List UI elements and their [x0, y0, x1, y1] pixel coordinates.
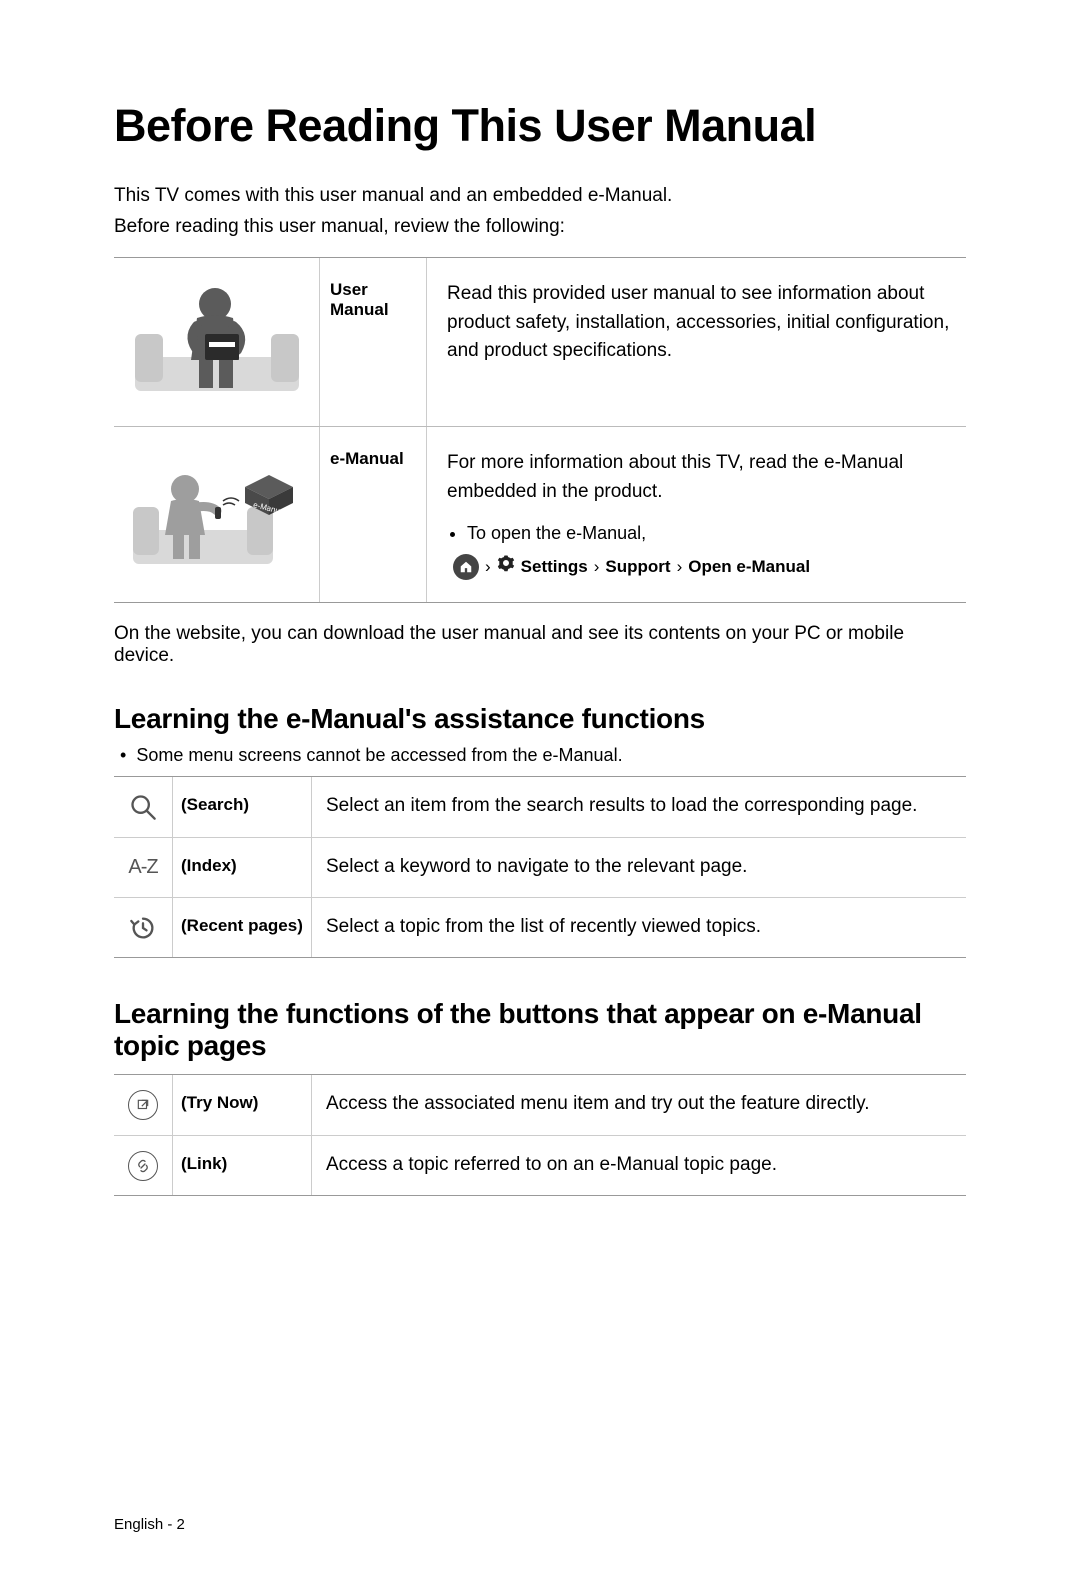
manual-page: Before Reading This User Manual This TV …	[0, 0, 1080, 1593]
topic-buttons-table: (Try Now) Access the associated menu ite…	[114, 1074, 966, 1196]
e-manual-nav-path: › Settings › Support › Open e-Manual	[447, 553, 950, 580]
link-row: (Link) Access a topic referred to on an …	[114, 1135, 966, 1195]
nav-separator: ›	[485, 554, 491, 580]
index-desc: Select a keyword to navigate to the rele…	[312, 838, 966, 897]
assistance-note: Some menu screens cannot be accessed fro…	[114, 745, 966, 766]
trynow-row: (Try Now) Access the associated menu ite…	[114, 1075, 966, 1135]
index-row: A-Z (Index) Select a keyword to navigate…	[114, 837, 966, 897]
e-manual-desc-cell: For more information about this TV, read…	[427, 427, 966, 602]
link-icon	[114, 1136, 172, 1195]
home-icon	[453, 554, 479, 580]
trynow-desc: Access the associated menu item and try …	[312, 1075, 966, 1135]
search-row: (Search) Select an item from the search …	[114, 777, 966, 837]
user-manual-row: User Manual Read this provided user manu…	[114, 258, 966, 426]
nav-support: Support	[605, 554, 670, 580]
assistance-functions-heading: Learning the e-Manual's assistance funct…	[114, 703, 966, 735]
user-manual-label: User Manual	[319, 258, 427, 426]
link-label: (Link)	[172, 1136, 312, 1195]
recent-desc: Select a topic from the list of recently…	[312, 898, 966, 957]
page-title: Before Reading This User Manual	[114, 100, 966, 152]
intro-line-2: Before reading this user manual, review …	[114, 213, 966, 242]
link-desc: Access a topic referred to on an e-Manua…	[312, 1136, 966, 1195]
e-manual-row: e-Manual e-Manual For more information a…	[114, 426, 966, 602]
trynow-label: (Try Now)	[172, 1075, 312, 1135]
search-desc: Select an item from the search results t…	[312, 777, 966, 837]
nav-separator: ›	[594, 554, 600, 580]
gear-icon	[497, 553, 515, 580]
user-manual-desc: Read this provided user manual to see in…	[427, 258, 966, 426]
person-reading-booklet-icon	[127, 272, 307, 412]
assistance-table: (Search) Select an item from the search …	[114, 776, 966, 958]
e-manual-label: e-Manual	[319, 427, 427, 602]
user-manual-illustration	[114, 258, 319, 426]
history-icon	[114, 898, 172, 957]
e-manual-illustration: e-Manual	[114, 427, 319, 602]
person-watching-tv-icon: e-Manual	[127, 445, 307, 585]
manual-comparison-table: User Manual Read this provided user manu…	[114, 257, 966, 603]
e-manual-desc: For more information about this TV, read…	[447, 449, 950, 506]
search-label: (Search)	[172, 777, 312, 837]
try-now-icon	[114, 1075, 172, 1135]
nav-open-emanual: Open e-Manual	[688, 554, 810, 580]
e-manual-open-bullet: To open the e-Manual,	[467, 520, 950, 547]
nav-separator: ›	[677, 554, 683, 580]
recent-row: (Recent pages) Select a topic from the l…	[114, 897, 966, 957]
page-footer: English - 2	[114, 1516, 966, 1533]
website-download-note: On the website, you can download the use…	[114, 623, 966, 667]
nav-settings: Settings	[521, 554, 588, 580]
intro-line-1: This TV comes with this user manual and …	[114, 182, 966, 211]
search-icon	[114, 777, 172, 837]
topic-buttons-heading: Learning the functions of the buttons th…	[114, 998, 966, 1062]
recent-label: (Recent pages)	[172, 898, 312, 957]
index-label: (Index)	[172, 838, 312, 897]
intro-block: This TV comes with this user manual and …	[114, 182, 966, 241]
az-index-icon: A-Z	[114, 838, 172, 897]
